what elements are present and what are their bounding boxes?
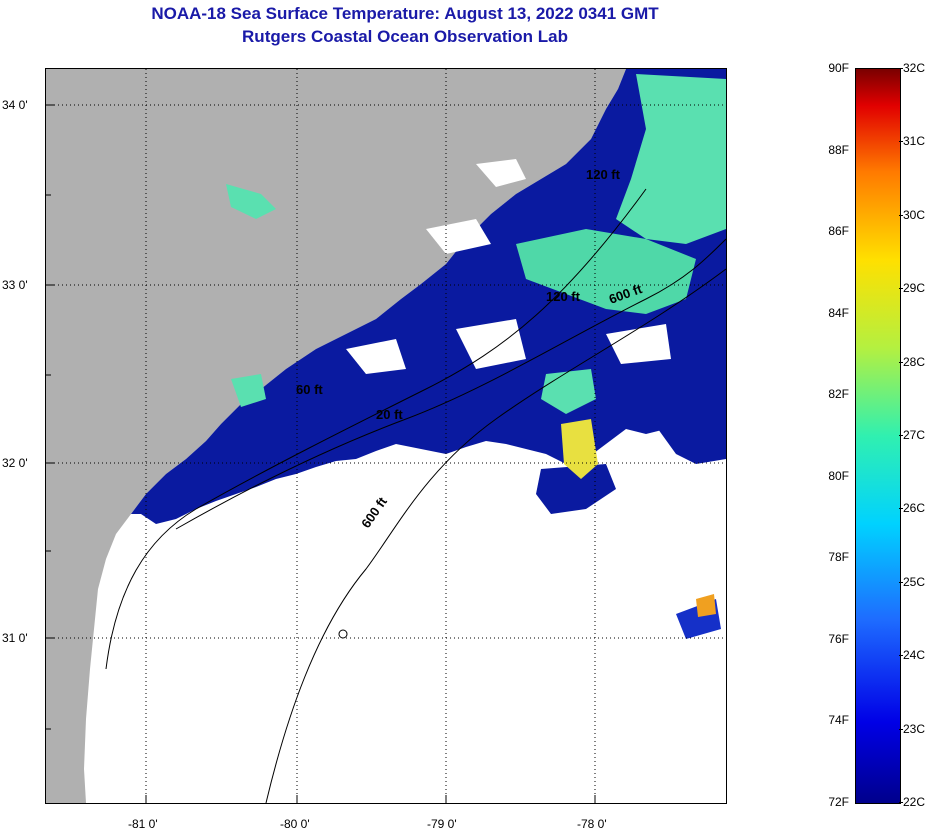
lon-label-80: -80 0' bbox=[280, 817, 310, 831]
contour-label-20ft: 20 ft bbox=[376, 407, 403, 422]
contour-label-60ft: 60 ft bbox=[296, 382, 323, 397]
colorbar-f-label: 74F bbox=[828, 713, 849, 728]
colorbar-tick bbox=[899, 214, 903, 216]
colorbar-tick bbox=[899, 728, 903, 730]
colorbar-f-label: 84F bbox=[828, 305, 849, 320]
contour-600ft-south bbox=[265, 268, 726, 803]
colorbar-f-label: 90F bbox=[828, 61, 849, 75]
axis-ticks bbox=[46, 104, 596, 803]
lat-label-34: 34 0' bbox=[2, 98, 28, 112]
sst-patch-east bbox=[656, 389, 726, 464]
lat-lon-grid bbox=[46, 69, 726, 803]
lat-label-32: 32 0' bbox=[2, 456, 28, 470]
cloud-gap-3 bbox=[346, 339, 406, 374]
contour-ring bbox=[338, 629, 348, 639]
map-canvas: 20 ft 120 ft 600 ft 60 ft 120 ft 600 ft bbox=[46, 69, 726, 803]
colorbar-c-label: 27C bbox=[903, 428, 926, 442]
colorbar-tick bbox=[899, 435, 903, 436]
sst-warm-coast-patch bbox=[231, 374, 266, 407]
lon-label-81: -81 0' bbox=[128, 817, 158, 831]
colorbar-f-label: 78F bbox=[828, 550, 849, 565]
lat-label-31: 31 0' bbox=[2, 631, 28, 645]
colorbar-c-label: 25C bbox=[903, 574, 926, 589]
sst-warm-orange bbox=[696, 594, 716, 617]
sst-warm-central bbox=[516, 229, 696, 314]
colorbar-tick bbox=[899, 802, 903, 803]
cloud-gap-4 bbox=[456, 319, 526, 369]
lon-label-79: -79 0' bbox=[427, 817, 457, 831]
colorbar-tick bbox=[899, 508, 903, 510]
cloud-gap-2 bbox=[426, 219, 491, 254]
sst-warm-northeast bbox=[616, 74, 726, 244]
colorbar-f-label: 80F bbox=[828, 468, 849, 483]
colorbar-tick bbox=[899, 655, 903, 657]
contour-label-120ft: 120 ft bbox=[546, 289, 581, 304]
colorbar-f-label: 76F bbox=[828, 631, 849, 646]
sst-map: 20 ft 120 ft 600 ft 60 ft 120 ft 600 ft bbox=[45, 68, 727, 804]
contour-label-120ft-b: 120 ft bbox=[586, 167, 621, 182]
colorbar-f-label: 86F bbox=[828, 224, 849, 239]
colorbar-tick bbox=[899, 68, 903, 69]
sst-warm-north-island bbox=[226, 184, 276, 219]
colorbar-f-label: 82F bbox=[828, 387, 849, 402]
colorbar-tick bbox=[899, 288, 903, 290]
lon-label-78: -78 0' bbox=[577, 817, 607, 831]
colorbar-c-label: 22C bbox=[903, 795, 926, 809]
cloud-gap-5 bbox=[606, 324, 671, 364]
colorbar-c-label: 30C bbox=[903, 207, 926, 222]
depth-contours bbox=[105, 188, 726, 803]
land-area bbox=[46, 69, 626, 803]
contour-120ft bbox=[175, 238, 726, 530]
colorbar-tick bbox=[899, 141, 903, 143]
colorbar-c-label: 29C bbox=[903, 281, 926, 296]
sst-cold-water bbox=[131, 69, 726, 524]
temperature-colorbar bbox=[855, 68, 901, 804]
map-title: NOAA-18 Sea Surface Temperature: August … bbox=[151, 4, 659, 23]
contour-coast bbox=[105, 188, 647, 670]
colorbar-f-label: 72F bbox=[828, 795, 849, 809]
colorbar-c-label: 28C bbox=[903, 354, 926, 369]
lat-label-33: 33 0' bbox=[2, 278, 28, 292]
sst-patch-south bbox=[536, 464, 616, 514]
map-subtitle: Rutgers Coastal Ocean Observation Lab bbox=[242, 27, 568, 46]
colorbar-f-label: 88F bbox=[828, 142, 849, 157]
colorbar-c-label: 24C bbox=[903, 648, 926, 663]
sst-warm-yellow bbox=[561, 419, 598, 479]
cloud-gap-1 bbox=[476, 159, 526, 187]
colorbar-c-label: 32C bbox=[903, 61, 926, 75]
colorbar-c-label: 31C bbox=[903, 134, 926, 149]
colorbar-tick bbox=[899, 361, 903, 363]
colorbar-tick bbox=[899, 581, 903, 583]
colorbar-c-label: 26C bbox=[903, 501, 926, 516]
colorbar-c-label: 23C bbox=[903, 721, 926, 736]
